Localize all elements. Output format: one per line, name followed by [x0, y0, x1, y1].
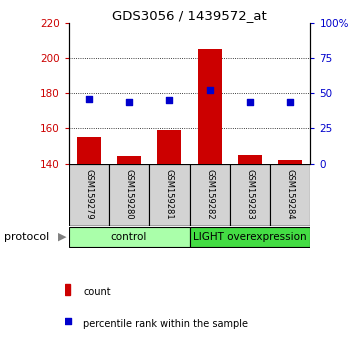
Bar: [230, 164, 270, 226]
Bar: [65, 284, 70, 295]
Text: GSM159282: GSM159282: [205, 170, 214, 220]
Bar: [149, 164, 190, 226]
Text: control: control: [111, 232, 147, 242]
Text: ▶: ▶: [58, 232, 66, 242]
Bar: [197, 49, 222, 164]
Title: GDS3056 / 1439572_at: GDS3056 / 1439572_at: [112, 9, 267, 22]
Bar: [278, 160, 303, 164]
Point: [65, 319, 70, 324]
Point: [86, 96, 92, 102]
Bar: [77, 137, 101, 164]
Text: GSM159280: GSM159280: [125, 170, 134, 220]
Point: [247, 99, 253, 104]
Text: GSM159283: GSM159283: [245, 169, 255, 220]
Point: [166, 97, 172, 103]
Bar: [69, 228, 190, 247]
Text: count: count: [83, 287, 111, 297]
Bar: [117, 156, 141, 164]
Point: [207, 87, 213, 93]
Bar: [190, 164, 230, 226]
Bar: [69, 164, 109, 226]
Bar: [190, 228, 310, 247]
Text: protocol: protocol: [4, 232, 49, 242]
Text: LIGHT overexpression: LIGHT overexpression: [193, 232, 307, 242]
Bar: [238, 155, 262, 164]
Bar: [157, 130, 182, 164]
Text: GSM159279: GSM159279: [84, 170, 93, 220]
Text: GSM159281: GSM159281: [165, 170, 174, 220]
Point: [287, 99, 293, 104]
Bar: [270, 164, 310, 226]
Bar: [109, 164, 149, 226]
Point: [126, 99, 132, 104]
Text: GSM159284: GSM159284: [286, 170, 295, 220]
Text: percentile rank within the sample: percentile rank within the sample: [83, 319, 248, 329]
